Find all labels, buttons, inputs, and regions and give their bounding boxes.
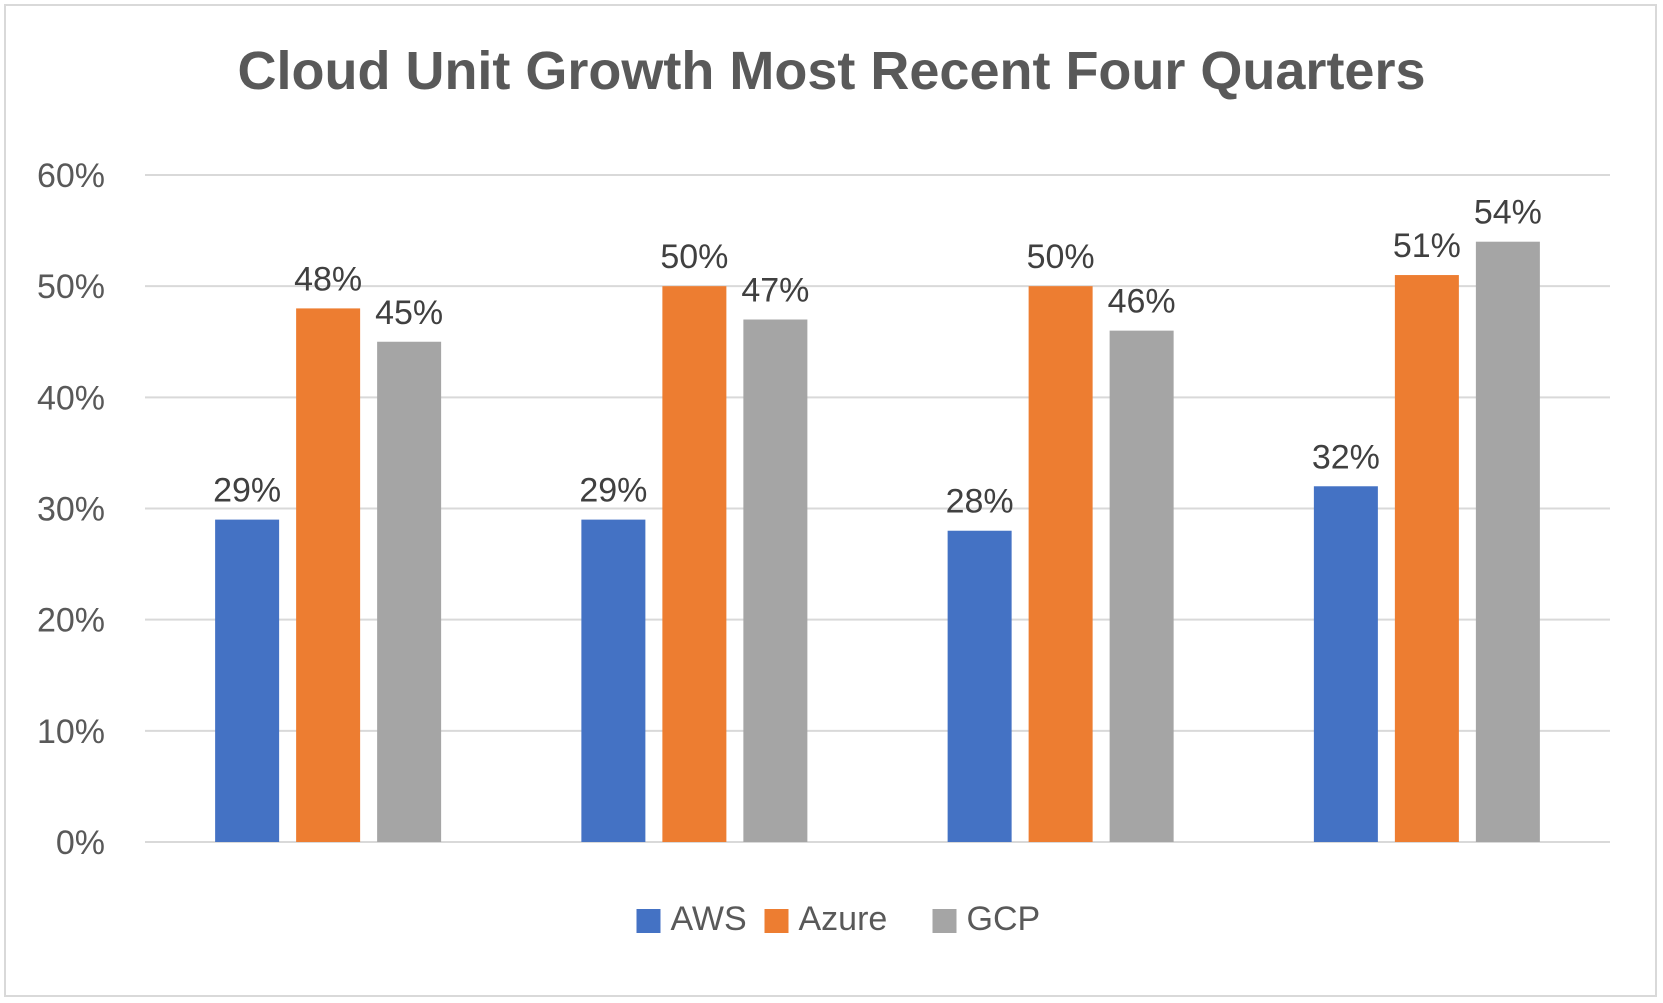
bar-azure bbox=[1028, 286, 1093, 843]
bar-aws bbox=[947, 530, 1012, 842]
y-tick-label: 40% bbox=[37, 379, 105, 417]
data-label: 48% bbox=[294, 260, 362, 298]
data-label: 47% bbox=[741, 272, 809, 310]
y-tick-label: 30% bbox=[37, 491, 105, 529]
legend-swatch-azure bbox=[764, 909, 789, 933]
data-label: 45% bbox=[375, 294, 443, 332]
data-label: 46% bbox=[1108, 283, 1176, 321]
bar-aws bbox=[1313, 486, 1378, 842]
bar-aws bbox=[581, 519, 646, 842]
bar-gcp bbox=[1109, 330, 1174, 842]
data-label: 29% bbox=[213, 472, 281, 510]
y-tick-label: 20% bbox=[37, 602, 105, 640]
bars bbox=[215, 241, 1540, 843]
bar-azure bbox=[296, 308, 361, 842]
data-labels: 29% 48% 45% 29% 50% 47% 28% 50% 46% 32% 51% 54% bbox=[213, 194, 1542, 521]
bar-gcp bbox=[1475, 241, 1540, 842]
data-label: 51% bbox=[1393, 227, 1461, 265]
y-tick-label: 60% bbox=[37, 157, 105, 195]
y-tick-label: 10% bbox=[37, 713, 105, 751]
bar-gcp bbox=[743, 319, 808, 842]
y-axis-ticks: 0% 10% 20% 30% 40% 50% 60% bbox=[37, 157, 105, 862]
data-label: 50% bbox=[660, 238, 728, 276]
data-label: 54% bbox=[1474, 194, 1542, 232]
data-label: 28% bbox=[946, 483, 1014, 521]
chart-title: Cloud Unit Growth Most Recent Four Quart… bbox=[237, 41, 1426, 101]
gridlines bbox=[145, 174, 1610, 843]
bar-aws bbox=[215, 519, 280, 842]
data-label: 29% bbox=[579, 472, 647, 510]
y-tick-label: 0% bbox=[56, 824, 105, 862]
bar-azure bbox=[1394, 275, 1459, 842]
legend-label-aws: AWS bbox=[671, 900, 747, 938]
bar-azure bbox=[662, 286, 727, 843]
legend-label-azure: Azure bbox=[799, 900, 888, 938]
y-tick-label: 50% bbox=[37, 268, 105, 306]
bar-gcp bbox=[377, 341, 442, 842]
legend: AWS Azure GCP bbox=[636, 900, 1041, 938]
data-label: 50% bbox=[1027, 238, 1095, 276]
chart-frame bbox=[4, 4, 1657, 997]
data-label: 32% bbox=[1312, 438, 1380, 476]
legend-swatch-aws bbox=[636, 909, 661, 933]
legend-label-gcp: GCP bbox=[967, 900, 1041, 938]
legend-swatch-gcp bbox=[932, 909, 957, 933]
